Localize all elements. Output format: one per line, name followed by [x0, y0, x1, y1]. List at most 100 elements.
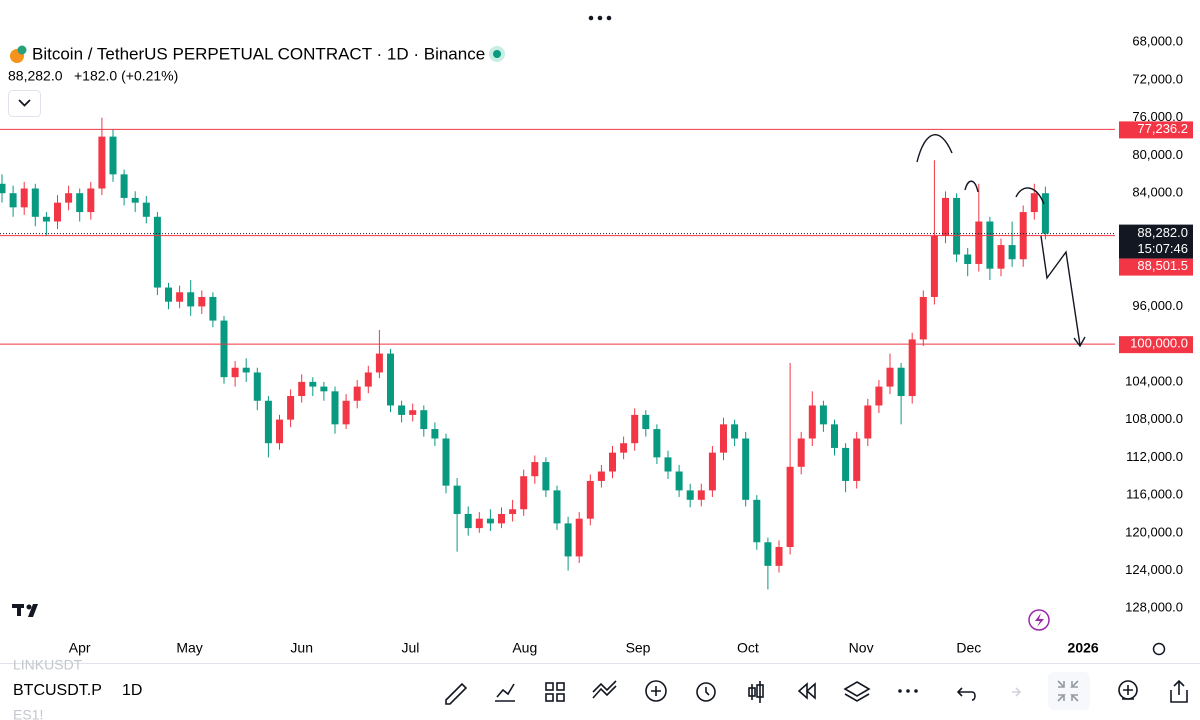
- candle-body: [475, 518, 483, 529]
- candle-body: [509, 509, 517, 514]
- candle-body: [1041, 193, 1049, 234]
- candle-body: [409, 410, 417, 415]
- candle-body: [708, 452, 716, 491]
- menu-dot[interactable]: [597, 15, 603, 21]
- compare-icon[interactable]: [592, 680, 617, 699]
- last-price-box: [1119, 224, 1193, 259]
- menu-dot[interactable]: [606, 15, 612, 21]
- y-tick-label: 120,000.0: [1125, 524, 1183, 539]
- y-tick-label: 80,000.0: [1132, 147, 1183, 162]
- candle-body: [997, 245, 1005, 269]
- candle-body: [597, 471, 605, 481]
- candle-body: [564, 523, 572, 557]
- y-tick-label: 68,000.0: [1132, 34, 1183, 49]
- candle-body: [65, 193, 73, 203]
- candle-body: [664, 457, 672, 472]
- symbol[interactable]: BTCUSDT.P: [13, 682, 102, 699]
- last-price: 88,282.0: [8, 68, 63, 84]
- candle-body: [831, 424, 838, 448]
- candle-body: [31, 188, 39, 217]
- alert-bolt: [1035, 613, 1044, 627]
- draw-icon[interactable]: [445, 682, 468, 705]
- level-label: 100,000.0: [1130, 336, 1188, 351]
- settings-icon[interactable]: [1152, 642, 1166, 656]
- candle-body: [431, 429, 439, 439]
- candle-body: [353, 386, 361, 401]
- next-symbol[interactable]: ES1!: [13, 707, 43, 720]
- menu-dot[interactable]: [588, 15, 594, 21]
- candle-body: [775, 546, 783, 566]
- y-tick-label: 76,000.0: [1132, 109, 1183, 124]
- more-icon[interactable]: [898, 689, 918, 693]
- arrow-drawing: [1040, 235, 1081, 346]
- candle-body: [98, 136, 106, 189]
- add-icon[interactable]: [645, 680, 667, 702]
- candle-body: [0, 183, 6, 194]
- share-icon[interactable]: [1170, 679, 1188, 703]
- candle-body: [686, 490, 694, 500]
- level-label: 77,236.2: [1137, 121, 1188, 136]
- candle-body: [209, 296, 217, 321]
- candle-body: [220, 320, 228, 378]
- candle-body: [464, 513, 472, 529]
- level-box: [1119, 258, 1193, 276]
- candle-body: [819, 405, 827, 425]
- x-tick-label: Nov: [849, 640, 874, 656]
- fullscreen-bg: [1048, 672, 1090, 710]
- candle-body: [331, 391, 339, 425]
- y-tick-label: 84,000.0: [1132, 185, 1183, 200]
- x-tick-label: Apr: [69, 640, 91, 656]
- candle-body: [853, 438, 861, 481]
- y-tick-label: 128,000.0: [1125, 600, 1183, 615]
- layout-icon[interactable]: [545, 682, 554, 691]
- candle-body: [242, 367, 250, 373]
- candle-body: [76, 193, 84, 213]
- y-tick-label: 96,000.0: [1132, 298, 1183, 313]
- coin-icon: [17, 45, 27, 55]
- candle-body: [875, 386, 883, 406]
- collapse-button[interactable]: [8, 90, 41, 117]
- candle-body: [986, 221, 994, 269]
- x-tick-label: Jun: [290, 640, 313, 656]
- candle-body: [198, 296, 206, 307]
- candle-body: [420, 410, 428, 430]
- candle-body: [42, 216, 50, 222]
- candle-body: [253, 372, 261, 401]
- level-box: [1119, 121, 1193, 139]
- indicator-icon[interactable]: [495, 683, 515, 702]
- y-tick-label: 104,000.0: [1125, 373, 1183, 388]
- candle-body: [953, 197, 961, 255]
- candle-body: [642, 414, 650, 430]
- alert-clock-icon[interactable]: [696, 682, 716, 702]
- candle-body: [609, 452, 616, 472]
- candle-body: [264, 400, 272, 444]
- arc-drawing: [964, 180, 979, 193]
- candle-body: [742, 438, 750, 500]
- x-tick-label: Dec: [956, 640, 981, 656]
- alert-icon[interactable]: [1028, 609, 1050, 631]
- price-change: +182.0 (+0.21%): [74, 68, 178, 84]
- candle-body: [886, 367, 894, 387]
- candle-body: [542, 462, 550, 491]
- logo: [12, 604, 38, 617]
- interval[interactable]: 1D: [122, 682, 142, 699]
- y-tick-label: 124,000.0: [1125, 562, 1183, 577]
- redo-icon[interactable]: [1012, 687, 1022, 697]
- candle-body: [620, 443, 628, 453]
- prev-symbol[interactable]: LINKUSDT: [13, 657, 83, 673]
- candle-body: [498, 513, 505, 524]
- candle-body: [20, 188, 28, 208]
- candle-body: [486, 518, 494, 524]
- candle-body: [342, 400, 350, 425]
- candle-body: [398, 405, 406, 415]
- candle-body: [153, 216, 161, 288]
- layers-icon[interactable]: [843, 681, 871, 702]
- undo-icon[interactable]: [956, 687, 976, 701]
- candle-body: [697, 490, 705, 500]
- candle-body: [131, 197, 139, 203]
- x-tick-label: Aug: [512, 640, 537, 656]
- candle-body: [942, 197, 949, 236]
- candle-body: [109, 136, 117, 175]
- level-label: 88,501.5: [1137, 258, 1188, 273]
- replay-icon[interactable]: [797, 682, 816, 700]
